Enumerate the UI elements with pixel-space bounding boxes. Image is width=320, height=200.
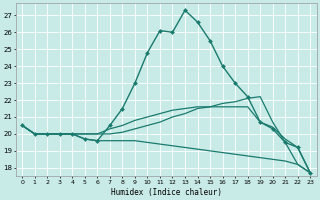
X-axis label: Humidex (Indice chaleur): Humidex (Indice chaleur) — [111, 188, 222, 197]
